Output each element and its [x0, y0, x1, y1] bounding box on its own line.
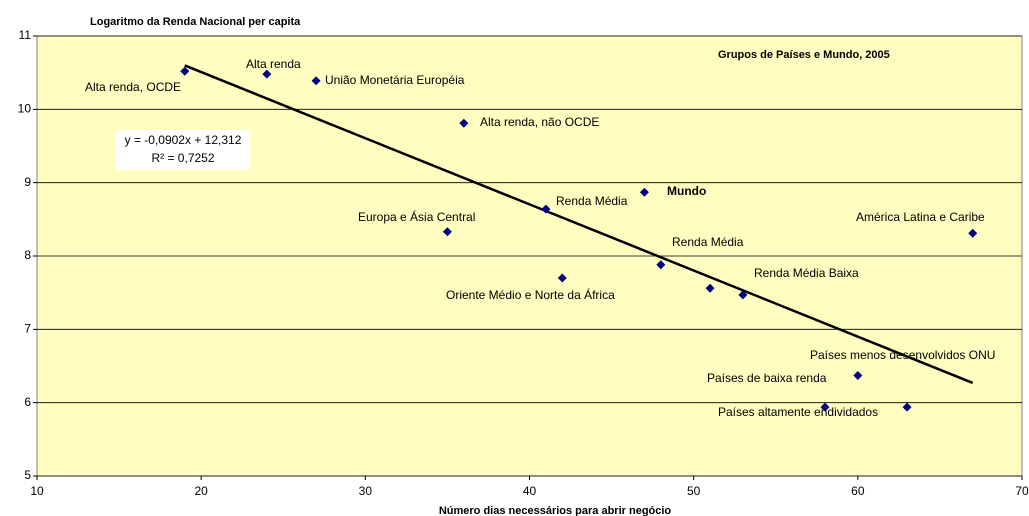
point-label: América Latina e Caribe — [856, 210, 985, 224]
data-point — [820, 402, 830, 412]
point-label: Países altamente endividados — [718, 405, 878, 419]
data-point — [541, 204, 551, 214]
y-tick-label: 6 — [24, 395, 31, 409]
subtitle: Grupos de Países e Mundo, 2005 — [718, 49, 890, 61]
point-label: Mundo — [667, 184, 706, 198]
y-tick-label: 5 — [24, 468, 31, 482]
x-tick-label: 20 — [194, 484, 208, 498]
x-tick-label: 60 — [851, 484, 865, 498]
data-point — [442, 227, 452, 237]
x-tick-label: 10 — [30, 484, 44, 498]
point-label: Alta renda, OCDE — [85, 80, 181, 94]
data-point — [705, 283, 715, 293]
data-point — [557, 273, 567, 283]
chart-title: Logaritmo da Renda Nacional per capita — [90, 16, 301, 28]
y-tick-label: 9 — [24, 175, 31, 189]
trend-r2: R² = 0,7252 — [151, 151, 214, 165]
point-label: União Monetária Européia — [325, 73, 465, 87]
data-point — [639, 187, 649, 197]
data-point — [902, 402, 912, 412]
data-point — [853, 371, 863, 381]
x-tick-label: 70 — [1015, 484, 1029, 498]
point-label: Países menos desenvolvidos ONU — [810, 348, 995, 362]
point-label: Alta renda — [246, 57, 301, 71]
point-label: Países de baixa renda — [707, 371, 827, 385]
point-label: Europa e Ásia Central — [358, 209, 475, 224]
x-tick-label: 40 — [523, 484, 537, 498]
point-label: Oriente Médio e Norte da África — [446, 287, 615, 302]
data-point — [459, 118, 469, 128]
data-point — [262, 69, 272, 79]
point-label: Renda Média — [556, 194, 628, 208]
x-tick-label: 50 — [687, 484, 701, 498]
equation-box — [116, 130, 250, 170]
point-label: Alta renda, não OCDE — [480, 115, 599, 129]
y-tick-label: 10 — [18, 102, 32, 116]
x-axis-label: Número dias necessários para abrir negóc… — [439, 505, 672, 516]
data-point — [968, 228, 978, 238]
trend-equation: y = -0,0902x + 12,312 — [125, 133, 242, 147]
y-tick-label: 8 — [24, 248, 31, 262]
y-tick-label: 7 — [24, 322, 31, 336]
y-tick-label: 11 — [19, 28, 32, 42]
point-label: Renda Média Baixa — [754, 266, 859, 280]
trendline — [184, 64, 974, 385]
data-point — [738, 290, 748, 300]
data-point — [311, 76, 321, 86]
x-tick-label: 30 — [359, 484, 373, 498]
point-label: Renda Média — [672, 235, 744, 249]
data-point — [180, 66, 190, 76]
data-point — [656, 260, 666, 270]
